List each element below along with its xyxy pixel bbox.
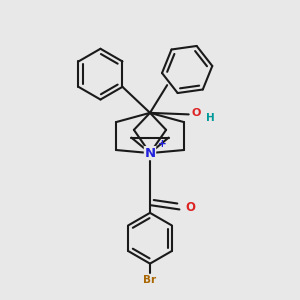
Text: Br: Br [143,275,157,285]
Text: +: + [158,139,166,149]
Text: O: O [185,201,195,214]
Text: H: H [206,113,215,123]
Text: N: N [144,147,156,160]
Text: O: O [191,109,201,118]
